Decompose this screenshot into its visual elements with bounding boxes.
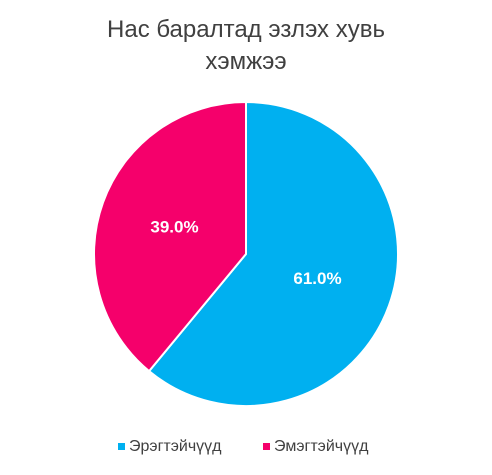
legend-label: Эмэгтэйчүүд	[274, 438, 369, 455]
legend-marker	[118, 443, 125, 450]
legend-label: Эрэгтэйчүүд	[129, 438, 222, 455]
pie-slice	[93, 100, 247, 373]
value-label: 61.0%	[293, 269, 341, 288]
value-label: 39.0%	[150, 218, 198, 237]
chart-title: Нас баралтад эзлэх хувь хэмжээ	[107, 16, 385, 75]
pie-slice	[147, 100, 399, 407]
legend-marker	[263, 443, 270, 450]
